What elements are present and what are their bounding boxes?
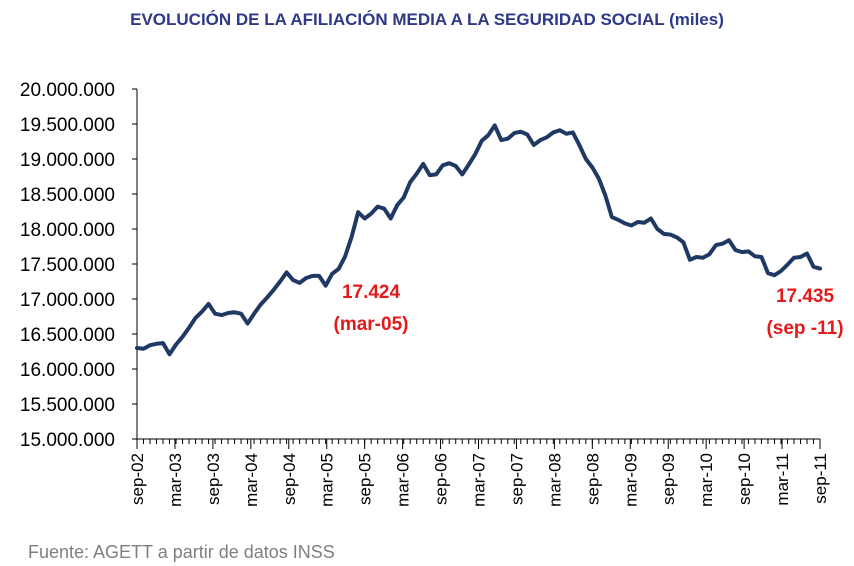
series-line [135,123,822,357]
x-tick-label: mar-09 [621,453,640,507]
x-tick-label: mar-04 [242,453,261,507]
annotation-value: 17.435 [776,286,835,307]
x-tick-label: mar-05 [318,453,337,507]
x-tick-label: sep-05 [356,453,375,505]
x-tick-label: sep-06 [432,453,451,505]
y-tick-label: 17.500.000 [20,255,115,276]
y-tick-label: 18.000.000 [20,220,115,241]
source-note: Fuente: AGETT a partir de datos INSS [28,542,335,562]
annotation-value: 17.424 [342,282,401,303]
x-tick-label: sep-08 [583,453,602,505]
y-tick-label: 18.500.000 [20,185,115,206]
x-axis-ticks: sep-02 mar-03 sep-03 mar-04 sep-04 mar-05 sep-… [128,439,830,507]
chart-axes [136,89,820,440]
x-tick-label: mar-08 [545,453,564,507]
x-tick-label: mar-07 [470,453,489,507]
x-tick-label: mar-10 [697,453,716,507]
x-tick-label: sep-04 [280,453,299,505]
chart-annotations: 17.424 (mar-05) 17.435 (sep -11) [334,282,844,339]
annotation-date: (mar-05) [334,314,409,335]
x-tick-label: sep-02 [128,453,147,505]
y-tick-label: 15.500.000 [20,395,115,416]
y-tick-label: 19.500.000 [20,115,115,136]
x-tick-label: sep-11 [811,453,830,504]
y-tick-label: 16.000.000 [20,360,115,381]
y-tick-label: 17.000.000 [20,290,115,311]
y-tick-label: 16.500.000 [20,325,115,346]
y-tick-label: 20.000.000 [20,80,115,101]
x-tick-label: sep-07 [507,453,526,505]
x-tick-label: mar-11 [773,453,792,506]
annotation-date: (sep -11) [766,318,843,339]
y-axis-ticks: 15.000.000 15.500.000 16.000.000 16.500.000… [20,80,137,451]
y-tick-label: 19.000.000 [20,150,115,171]
x-tick-label: sep-09 [659,453,678,505]
chart-title: EVOLUCIÓN DE LA AFILIACIÓN MEDIA A LA SE… [130,10,724,29]
y-tick-label: 15.000.000 [20,430,115,451]
chart-series [135,123,822,357]
x-tick-label: mar-03 [166,453,185,507]
x-tick-label: sep-03 [204,453,223,505]
x-tick-label: sep-10 [735,453,754,505]
x-tick-label: mar-06 [394,453,413,507]
